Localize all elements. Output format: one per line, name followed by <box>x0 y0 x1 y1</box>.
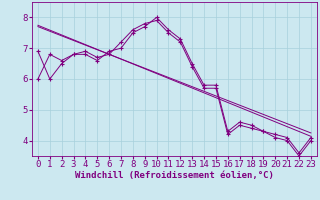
X-axis label: Windchill (Refroidissement éolien,°C): Windchill (Refroidissement éolien,°C) <box>75 171 274 180</box>
